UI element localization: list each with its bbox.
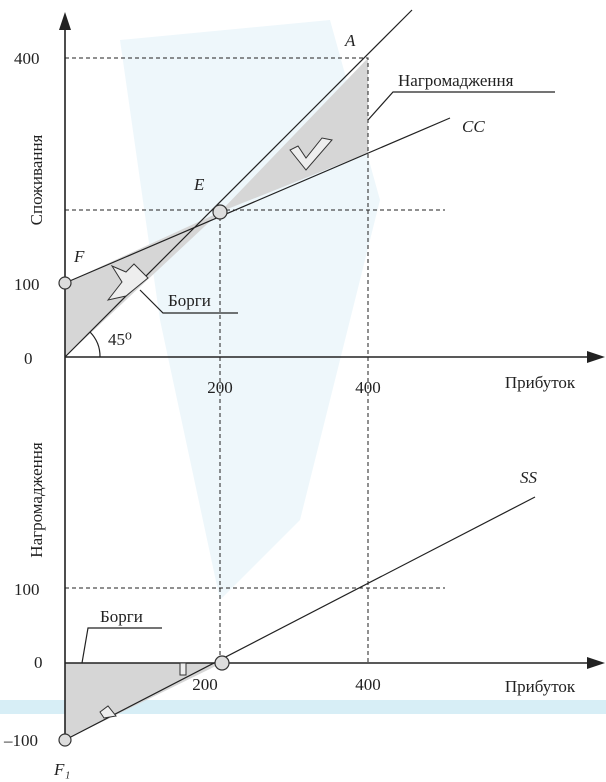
label-f: F [73,247,85,266]
x-label: Прибуток [505,373,576,392]
point [214,655,230,671]
label-cc: CC [462,117,485,136]
tick-label: 200 [192,675,218,694]
label-debt: Борги [168,291,211,310]
tick-label: 200 [207,378,233,397]
label-f1: F₁ [53,760,70,779]
label-debt: Борги [100,607,143,626]
icon [289,137,333,171]
tick-label: 100 [14,275,40,294]
label-a: A [344,31,356,50]
line-ss [64,496,536,741]
arrow [59,12,71,30]
leader [81,627,162,664]
arrow [587,351,605,363]
point-e [212,204,228,220]
saving-area [220,58,368,212]
tick-label: 100 [14,580,40,599]
label-angle: 45⁰ [108,330,132,349]
angle-arc [89,331,101,358]
icon [99,705,117,719]
line-cc [64,117,451,284]
tick-label: 0 [24,349,33,368]
x-label: Прибуток [505,677,576,696]
leader [367,91,555,121]
guide-400 [65,57,369,663]
point-f1 [58,733,72,747]
debt-area-bottom [65,663,222,740]
label-ss: SS [520,468,538,487]
leader [139,289,238,314]
watermark-band [0,700,606,714]
debt-area [65,212,220,357]
label-saving: Нагромадження [398,71,514,90]
tick-label: 0 [34,653,43,672]
arrow [587,657,605,669]
y-label: Нагромадження [27,442,46,558]
y-label: Споживання [27,134,46,225]
guide-200 [65,209,445,663]
icon [106,263,149,301]
tick-label: 400 [14,49,40,68]
tick-label: –100 [3,731,38,750]
icon [179,662,187,676]
tick-label: 400 [355,675,381,694]
label-e: E [193,175,205,194]
tick-label: 400 [355,378,381,397]
line-45 [64,9,413,358]
point-f [58,276,72,290]
